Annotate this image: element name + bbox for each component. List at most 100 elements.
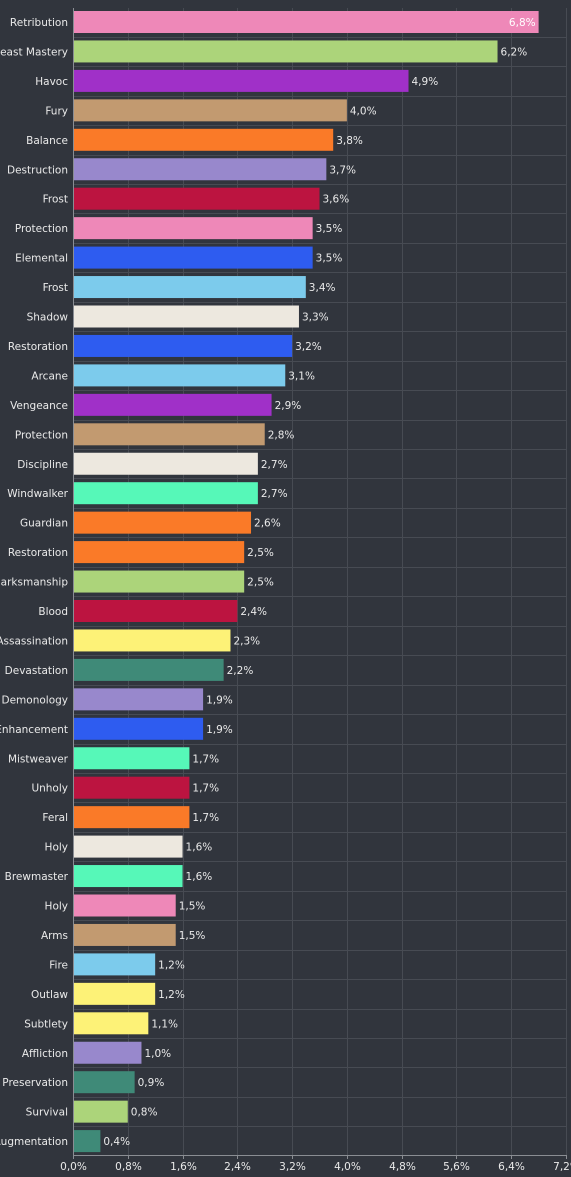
bar-layer	[74, 11, 539, 1153]
value-label: 3,3%	[302, 312, 329, 324]
bar	[74, 334, 293, 357]
value-label: 2,7%	[261, 459, 288, 471]
value-label: 1,5%	[179, 930, 206, 942]
category-label: Havoc	[35, 76, 68, 88]
bar	[74, 1041, 142, 1064]
value-label: 1,0%	[144, 1048, 171, 1060]
category-label: Windwalker	[7, 488, 68, 500]
x-tick-label: 2,4%	[224, 1161, 251, 1173]
category-label: Arms	[41, 930, 68, 942]
value-label: 6,8%	[509, 17, 536, 29]
category-label: Frost	[43, 194, 68, 206]
bar	[74, 187, 320, 210]
bar	[74, 747, 190, 770]
category-label: Devastation	[5, 665, 68, 677]
bar	[74, 835, 183, 858]
value-labels: 6,8% 6,2% 4,9% 4,0% 3,8% 3,7% 3,6% 3,5% 3,5% 3,4%…	[103, 17, 535, 1148]
value-label: 3,5%	[316, 253, 343, 265]
value-label: 2,9%	[275, 400, 302, 412]
x-tick-label: 6,4%	[498, 1161, 525, 1173]
category-label: Guardian	[20, 518, 68, 530]
bar	[74, 11, 539, 33]
bar	[74, 629, 231, 652]
category-label: Beast Mastery	[0, 46, 68, 58]
category-label: Augmentation	[0, 1136, 68, 1148]
bar	[74, 982, 156, 1005]
value-label: 1,5%	[179, 901, 206, 913]
value-label: 3,5%	[316, 223, 343, 235]
bar	[74, 953, 156, 976]
value-label: 1,9%	[206, 724, 233, 736]
bar	[74, 482, 258, 505]
x-tick-label: 7,2%	[553, 1161, 571, 1173]
value-label: 1,1%	[151, 1018, 178, 1030]
value-label: 0,9%	[138, 1077, 165, 1089]
value-label: 2,2%	[227, 665, 254, 677]
x-tick-label: 0,8%	[115, 1161, 142, 1173]
category-label: Frost	[43, 282, 68, 294]
category-label: Discipline	[17, 459, 68, 471]
value-label: 2,5%	[247, 577, 274, 589]
category-label: Brewmaster	[5, 871, 69, 883]
category-label: Outlaw	[31, 989, 68, 1001]
value-label: 2,7%	[261, 488, 288, 500]
x-tick-label: 1,6%	[170, 1161, 197, 1173]
category-label: Enhancement	[0, 724, 68, 736]
bar	[74, 865, 183, 888]
value-label: 3,6%	[323, 194, 350, 206]
category-label: Protection	[15, 223, 68, 235]
bar	[74, 128, 334, 151]
bar	[74, 1071, 135, 1094]
value-label: 2,5%	[247, 547, 274, 559]
bar	[74, 1012, 149, 1035]
bar	[74, 40, 498, 63]
bar	[74, 452, 258, 475]
value-label: 1,2%	[158, 959, 185, 971]
x-axis: 0,0% 0,8% 1,6% 2,4% 3,2% 4,0% 4,8% 5,6% 6,4% 7,2%	[60, 8, 571, 1173]
value-label: 4,9%	[412, 76, 439, 88]
category-label: Retribution	[10, 17, 68, 29]
value-label: 3,7%	[329, 164, 356, 176]
category-label: Mistweaver	[8, 753, 69, 765]
value-label: 2,6%	[254, 518, 281, 530]
value-label: 1,7%	[192, 753, 219, 765]
value-label: 3,8%	[336, 135, 363, 147]
grid-layer	[73, 8, 567, 1155]
bar	[74, 364, 286, 387]
bar	[74, 717, 204, 740]
value-label: 1,9%	[206, 694, 233, 706]
category-label: Elemental	[15, 253, 68, 265]
category-labels: Retribution Beast Mastery Havoc Fury Balance…	[0, 17, 69, 1148]
value-label: 2,4%	[240, 606, 267, 618]
value-label: 1,6%	[186, 842, 213, 854]
bar	[74, 894, 176, 917]
bar	[74, 423, 265, 446]
value-label: 1,6%	[186, 871, 213, 883]
category-label: Holy	[45, 901, 68, 913]
bar	[74, 99, 347, 122]
category-label: Blood	[38, 606, 68, 618]
bar	[74, 217, 313, 240]
value-label: 1,7%	[192, 812, 219, 824]
category-label: Holy	[45, 842, 68, 854]
bar	[74, 541, 245, 564]
x-tick-label: 0,0%	[60, 1161, 87, 1173]
category-label: Balance	[26, 135, 68, 147]
category-label: Restoration	[8, 547, 68, 559]
value-label: 0,8%	[131, 1107, 158, 1119]
category-label: Shadow	[27, 312, 69, 324]
value-label: 1,2%	[158, 989, 185, 1001]
bar	[74, 570, 245, 593]
bar	[74, 776, 190, 799]
value-label: 3,2%	[295, 341, 322, 353]
bar	[74, 923, 176, 946]
bar	[74, 688, 204, 711]
category-label: Fire	[49, 959, 68, 971]
bar	[74, 246, 313, 269]
bar	[74, 600, 238, 622]
bar	[74, 511, 252, 534]
category-label: Assassination	[0, 635, 68, 647]
category-label: Demonology	[2, 694, 69, 706]
bar	[74, 305, 299, 328]
